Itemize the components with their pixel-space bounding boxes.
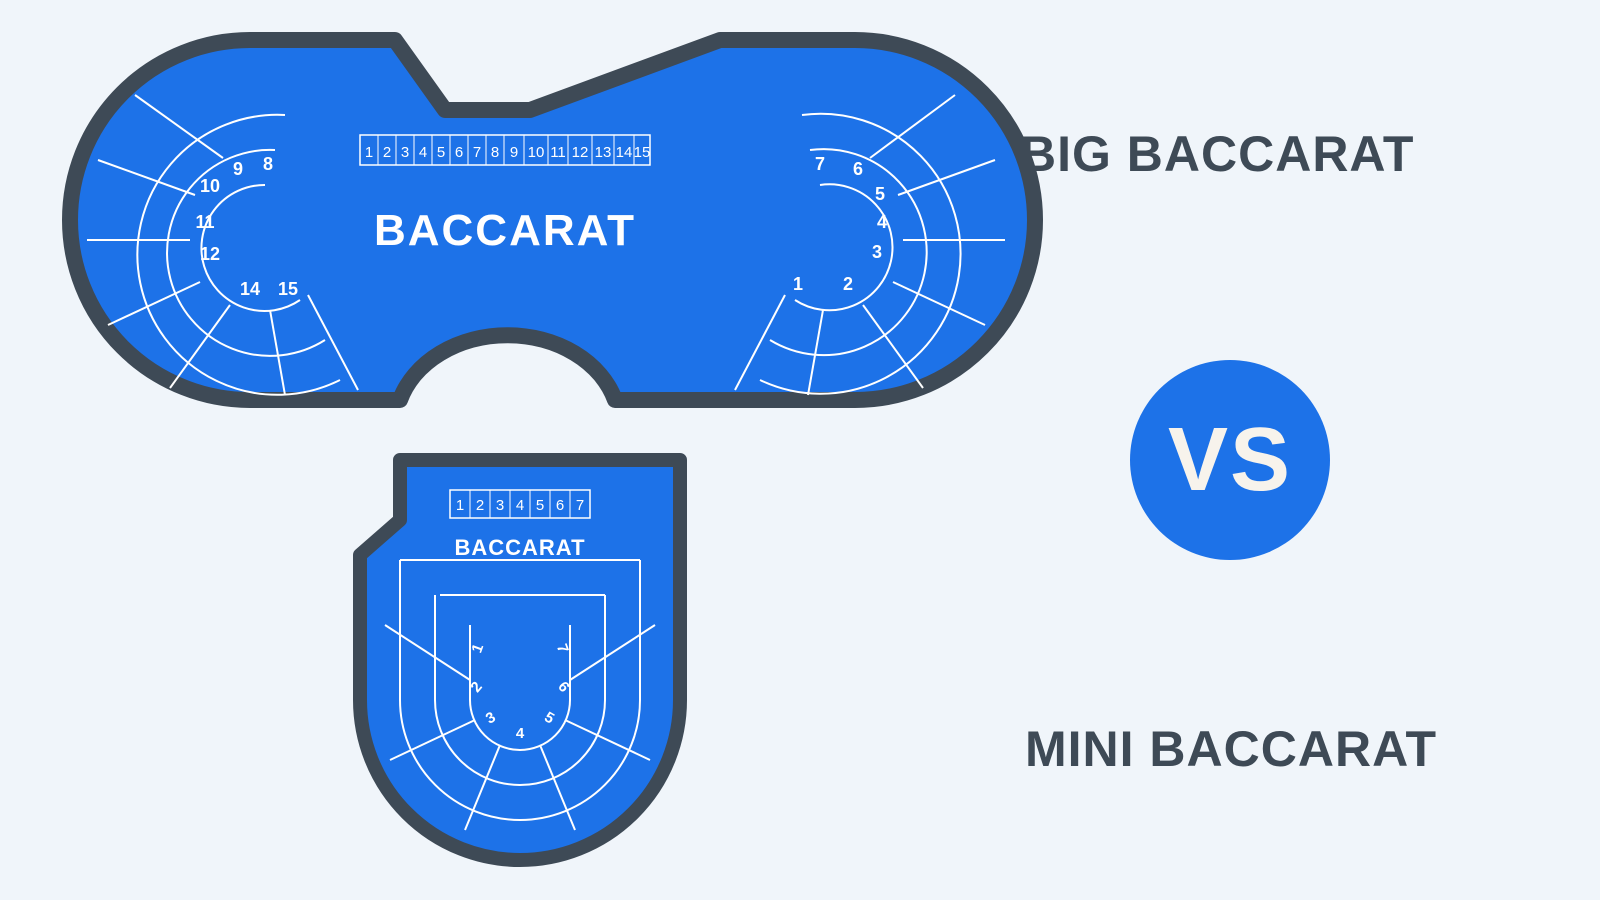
svg-text:2: 2: [383, 144, 391, 161]
svg-text:1: 1: [793, 274, 803, 294]
svg-text:6: 6: [556, 497, 564, 514]
svg-text:12: 12: [200, 244, 220, 264]
svg-text:3: 3: [496, 497, 504, 514]
svg-text:9: 9: [233, 159, 243, 179]
svg-text:7: 7: [473, 144, 481, 161]
svg-text:15: 15: [278, 279, 298, 299]
svg-text:4: 4: [419, 144, 427, 161]
svg-text:3: 3: [872, 242, 882, 262]
svg-text:2: 2: [476, 497, 484, 514]
svg-text:7: 7: [576, 497, 584, 514]
svg-text:6: 6: [455, 144, 463, 161]
svg-text:4: 4: [516, 497, 524, 514]
svg-text:5: 5: [437, 144, 445, 161]
vs-text: VS: [1168, 409, 1292, 512]
svg-text:11: 11: [550, 144, 566, 161]
svg-text:7: 7: [815, 154, 825, 174]
big-table-title: BACCARAT: [374, 206, 636, 255]
svg-text:13: 13: [595, 144, 612, 161]
svg-text:6: 6: [853, 159, 863, 179]
svg-text:4: 4: [516, 725, 525, 742]
svg-text:5: 5: [536, 497, 544, 514]
svg-text:4: 4: [877, 212, 887, 232]
big-baccarat-table: 1 2 3 4 5 6 7 8 9 10 11 12 13 14 15 BACC…: [70, 40, 1035, 400]
mini-table-title: BACCARAT: [454, 535, 585, 560]
svg-text:14: 14: [240, 279, 260, 299]
svg-text:5: 5: [875, 184, 885, 204]
label-mini-baccarat: MINI BACCARAT: [1025, 720, 1437, 778]
svg-text:15: 15: [634, 144, 651, 161]
label-big-baccarat: BIG BACCARAT: [1020, 125, 1414, 183]
svg-text:8: 8: [263, 154, 273, 174]
svg-text:1: 1: [456, 497, 464, 514]
mini-table-outline: [360, 460, 680, 860]
svg-text:8: 8: [491, 144, 499, 161]
vs-badge: VS: [1130, 360, 1330, 560]
svg-text:9: 9: [510, 144, 518, 161]
svg-text:10: 10: [200, 176, 220, 196]
svg-text:3: 3: [401, 144, 409, 161]
svg-text:2: 2: [843, 274, 853, 294]
svg-text:10: 10: [528, 144, 545, 161]
svg-text:14: 14: [616, 144, 633, 161]
svg-text:11: 11: [195, 212, 214, 232]
mini-baccarat-table: 1 2 3 4 5 6 7 BACCARAT 1 2 3 4 5 6 7: [360, 460, 680, 860]
svg-text:12: 12: [572, 144, 589, 161]
svg-text:1: 1: [365, 144, 373, 161]
